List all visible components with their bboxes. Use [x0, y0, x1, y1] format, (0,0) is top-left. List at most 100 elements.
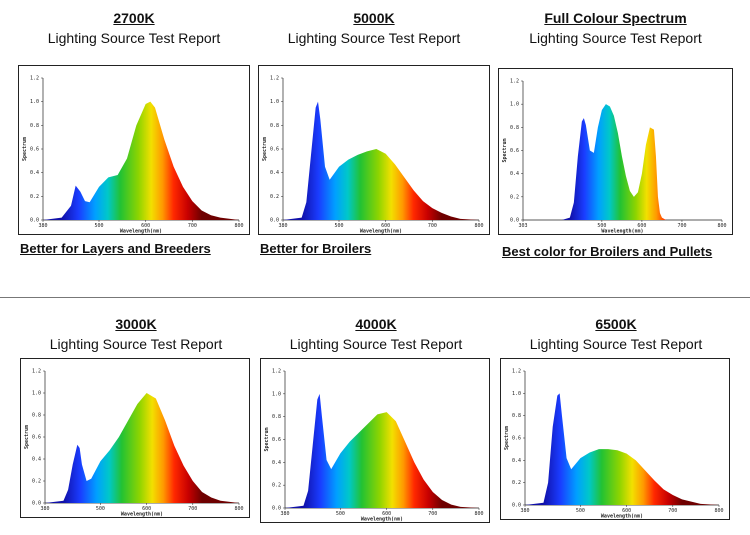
y-axis-label: Spectrum — [502, 138, 508, 162]
spectrum-chart-frame: 0.0 0.2 0.4 0.6 0.8 1.0 1.2 380 500 600 700 800 Wave… — [20, 358, 250, 518]
panel-title: 6500K — [595, 316, 637, 332]
y-tick-label: 1.2 — [32, 369, 41, 375]
x-tick-label: 303 — [518, 223, 527, 229]
y-tick-label: 1.0 — [510, 102, 519, 108]
spectrum-area — [45, 393, 239, 503]
y-tick-label: 0.8 — [30, 123, 39, 129]
spectrum-chart-frame: 0.0 0.2 0.4 0.6 0.8 1.0 1.2 380 500 600 700 800 Wave… — [260, 358, 490, 523]
panel-subtitle: Lighting Source Test Report — [289, 336, 463, 352]
y-tick-label: 0.8 — [512, 413, 521, 419]
x-tick-label: 600 — [382, 511, 391, 517]
x-tick-label: 700 — [428, 223, 437, 229]
x-tick-label: 500 — [336, 511, 345, 517]
y-tick-label: 1.2 — [30, 76, 39, 82]
panel-full-colour-spectrum: Full Colour Spectrum Lighting Source Tes… — [498, 10, 733, 265]
x-tick-label: 800 — [717, 223, 726, 229]
y-tick-label: 0.8 — [270, 123, 279, 129]
y-axis-label: Spectrum — [24, 425, 30, 449]
x-axis-label: Wavelength(nm) — [121, 512, 163, 518]
y-axis-label: Spectrum — [262, 137, 268, 161]
y-tick-label: 1.0 — [30, 99, 39, 105]
panel-2700k: 2700K Lighting Source Test Report 0.0 0.2… — [18, 10, 250, 265]
spectrum-chart: 0.0 0.2 0.4 0.6 0.8 1.0 1.2 380 500 600 700 800 Wave… — [262, 76, 484, 235]
x-tick-label: 700 — [188, 223, 197, 229]
spectrum-chart-frame: 0.0 0.2 0.4 0.6 0.8 1.0 1.2 380 500 600 700 800 Wave… — [500, 358, 730, 520]
spectrum-chart-frame: 0.0 0.2 0.4 0.6 0.8 1.0 1.2 303 500 600 700 800 Wave… — [498, 68, 733, 235]
y-tick-label: 0.0 — [30, 218, 39, 224]
y-tick-label: 1.2 — [510, 79, 519, 85]
spectrum-chart: 0.0 0.2 0.4 0.6 0.8 1.0 1.2 380 500 600 700 800 Wave… — [22, 76, 244, 235]
panel-title: 5000K — [353, 10, 395, 26]
panel-caption: Better for Broilers — [260, 241, 372, 256]
x-tick-label: 380 — [278, 223, 287, 229]
y-tick-label: 0.2 — [272, 483, 281, 489]
y-tick-label: 1.2 — [270, 76, 279, 82]
x-tick-label: 800 — [474, 511, 483, 517]
x-tick-label: 500 — [576, 508, 585, 514]
spectrum-area — [43, 101, 239, 220]
x-tick-label: 380 — [40, 506, 49, 512]
spectrum-area — [561, 104, 682, 220]
panel-subtitle: Lighting Source Test Report — [529, 30, 702, 46]
y-tick-label: 0.6 — [32, 435, 41, 441]
y-tick-label: 0.2 — [270, 194, 279, 200]
x-tick-label: 800 — [714, 508, 723, 514]
y-tick-label: 0.2 — [510, 194, 519, 200]
section-divider — [0, 297, 750, 298]
panel-subtitle: Lighting Source Test Report — [47, 30, 221, 46]
y-tick-label: 0.6 — [510, 148, 519, 154]
panel-title: 2700K — [113, 10, 155, 26]
x-tick-label: 700 — [428, 511, 437, 517]
x-tick-label: 700 — [188, 506, 197, 512]
x-tick-label: 500 — [597, 223, 606, 229]
x-tick-label: 600 — [141, 223, 150, 229]
x-tick-label: 700 — [677, 223, 686, 229]
panel-subtitle: Lighting Source Test Report — [49, 336, 223, 352]
y-tick-label: 0.6 — [512, 436, 521, 442]
x-tick-label: 500 — [96, 506, 105, 512]
x-tick-label: 500 — [334, 223, 343, 229]
y-tick-label: 0.0 — [32, 501, 41, 507]
panel-title: 3000K — [115, 316, 157, 332]
y-tick-label: 0.4 — [512, 458, 521, 464]
y-tick-label: 0.6 — [270, 147, 279, 153]
x-axis-label: Wavelength(nm) — [601, 514, 643, 520]
y-tick-label: 0.0 — [270, 218, 279, 224]
panel-6500k: 6500K Lighting Source Test Report 0.0 0.2… — [500, 316, 732, 526]
panel-title: 4000K — [355, 316, 397, 332]
y-tick-label: 0.4 — [270, 170, 279, 176]
panel-caption: Best color for Broilers and Pullets — [502, 244, 713, 259]
panel-title: Full Colour Spectrum — [544, 10, 687, 26]
x-axis-label: Wavelength(nm) — [360, 229, 402, 235]
y-tick-label: 0.8 — [32, 413, 41, 419]
y-tick-label: 1.0 — [512, 391, 521, 397]
panel-subtitle: Lighting Source Test Report — [287, 30, 461, 46]
y-tick-label: 1.2 — [272, 369, 281, 375]
x-axis-label: Wavelength(nm) — [120, 229, 162, 235]
panel-subtitle: Lighting Source Test Report — [529, 336, 703, 352]
x-tick-label: 800 — [234, 223, 243, 229]
spectrum-chart: 0.0 0.2 0.4 0.6 0.8 1.0 1.2 380 500 600 700 800 Wave… — [24, 369, 244, 518]
panel-caption: Better for Layers and Breeders — [20, 241, 211, 256]
y-tick-label: 0.2 — [512, 480, 521, 486]
y-tick-label: 0.8 — [272, 414, 281, 420]
x-tick-label: 700 — [668, 508, 677, 514]
y-tick-label: 1.0 — [270, 99, 279, 105]
x-tick-label: 600 — [381, 223, 390, 229]
x-tick-label: 380 — [38, 223, 47, 229]
x-tick-label: 380 — [280, 511, 289, 517]
spectrum-chart: 0.0 0.2 0.4 0.6 0.8 1.0 1.2 380 500 600 700 800 Wave… — [504, 369, 724, 520]
panel-4000k: 4000K Lighting Source Test Report 0.0 0.2… — [260, 316, 492, 526]
y-tick-label: 0.2 — [30, 194, 39, 200]
x-tick-label: 600 — [142, 506, 151, 512]
x-tick-label: 600 — [622, 508, 631, 514]
y-axis-label: Spectrum — [22, 137, 28, 161]
y-tick-label: 1.0 — [32, 391, 41, 397]
y-tick-label: 0.4 — [30, 170, 39, 176]
y-tick-label: 0.0 — [272, 506, 281, 512]
panel-5000k: 5000K Lighting Source Test Report 0.0 0.2… — [258, 10, 490, 265]
spectrum-chart-frame: 0.0 0.2 0.4 0.6 0.8 1.0 1.2 380 500 600 700 800 Wave… — [18, 65, 250, 235]
panel-3000k: 3000K Lighting Source Test Report 0.0 0.2… — [20, 316, 252, 526]
y-tick-label: 0.4 — [32, 457, 41, 463]
x-tick-label: 800 — [234, 506, 243, 512]
